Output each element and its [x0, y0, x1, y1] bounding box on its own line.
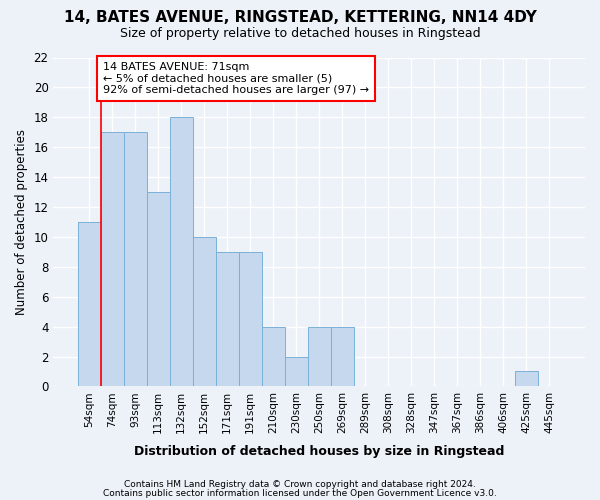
Text: Size of property relative to detached houses in Ringstead: Size of property relative to detached ho… [119, 28, 481, 40]
Bar [331, 326, 354, 386]
Bar [77, 222, 101, 386]
Bar [284, 356, 308, 386]
Text: 14 BATES AVENUE: 71sqm
← 5% of detached houses are smaller (5)
92% of semi-detac: 14 BATES AVENUE: 71sqm ← 5% of detached … [103, 62, 369, 95]
Text: Contains public sector information licensed under the Open Government Licence v3: Contains public sector information licen… [103, 489, 497, 498]
Text: Contains HM Land Registry data © Crown copyright and database right 2024.: Contains HM Land Registry data © Crown c… [124, 480, 476, 489]
Bar [146, 192, 170, 386]
Bar [515, 372, 538, 386]
Bar [308, 326, 331, 386]
Bar [239, 252, 262, 386]
Text: 14, BATES AVENUE, RINGSTEAD, KETTERING, NN14 4DY: 14, BATES AVENUE, RINGSTEAD, KETTERING, … [64, 10, 536, 25]
Bar [193, 237, 215, 386]
Bar [262, 326, 284, 386]
Bar [215, 252, 239, 386]
X-axis label: Distribution of detached houses by size in Ringstead: Distribution of detached houses by size … [134, 444, 505, 458]
Bar [101, 132, 124, 386]
Y-axis label: Number of detached properties: Number of detached properties [15, 129, 28, 315]
Bar [170, 118, 193, 386]
Bar [124, 132, 146, 386]
